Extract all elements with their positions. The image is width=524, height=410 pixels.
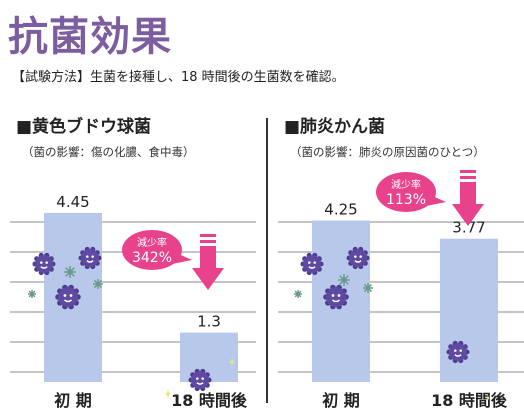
x-axis-label: 初 期 [322, 391, 360, 410]
germ-icon [32, 252, 56, 276]
germ-icon [78, 246, 102, 270]
spore-icon [363, 283, 373, 293]
spore-icon [28, 290, 36, 298]
chart-subtitle: （菌の影響：傷の化膿、食中毒） [22, 145, 195, 159]
bar-value-label: 4.45 [56, 193, 89, 211]
reduction-arrow-icon [192, 234, 224, 290]
reduction-rate-value: 113% [386, 192, 426, 208]
sparkle-icon [485, 394, 491, 402]
reduction-rate-label: 減少率 [137, 236, 167, 249]
germ-icon [346, 246, 370, 270]
chart-title: ■黄色ブドウ球菌 [16, 117, 152, 137]
chart-subtitle: （菌の影響：肺炎の原因菌のひとつ） [290, 145, 485, 159]
chart-title: ■肺炎かん菌 [284, 117, 386, 137]
germ-icon [300, 252, 324, 276]
germ-icon [55, 284, 81, 310]
test-method-text: 【試験方法】生菌を接種し、18 時間後の生菌数を確認。 [12, 70, 345, 85]
reduction-arrow-icon [452, 170, 484, 226]
sparkle-icon [164, 388, 172, 400]
spore-icon [64, 266, 76, 278]
bar-value-label: 3.77 [452, 219, 485, 237]
reduction-rate-label: 減少率 [391, 178, 421, 191]
germ-icon [188, 368, 212, 392]
chart-panel-staph: ■黄色ブドウ球菌 （菌の影響：傷の化膿、食中毒） 4.45 初 期 1.3 18 時間… [10, 112, 260, 410]
spore-icon [93, 279, 103, 289]
spore-icon [294, 290, 302, 298]
x-axis-label: 18 時間後 [431, 391, 508, 410]
spore-icon [338, 274, 350, 286]
page-title: 抗菌効果 [8, 14, 172, 60]
bar-value-label: 4.25 [324, 201, 357, 219]
sparkle-icon [228, 356, 236, 368]
germ-icon [323, 284, 349, 310]
panel-divider [266, 118, 268, 403]
bar-value-label: 1.3 [197, 313, 221, 331]
chart-panel-klebsiella: ■肺炎かん菌 （菌の影響：肺炎の原因菌のひとつ） 4.25 初 期 3.77 18 時… [278, 112, 524, 410]
bar [440, 238, 498, 382]
germ-icon [446, 340, 470, 364]
x-axis-label: 18 時間後 [171, 391, 248, 410]
reduction-rate-value: 342% [132, 250, 172, 266]
x-axis-label: 初 期 [54, 391, 92, 410]
